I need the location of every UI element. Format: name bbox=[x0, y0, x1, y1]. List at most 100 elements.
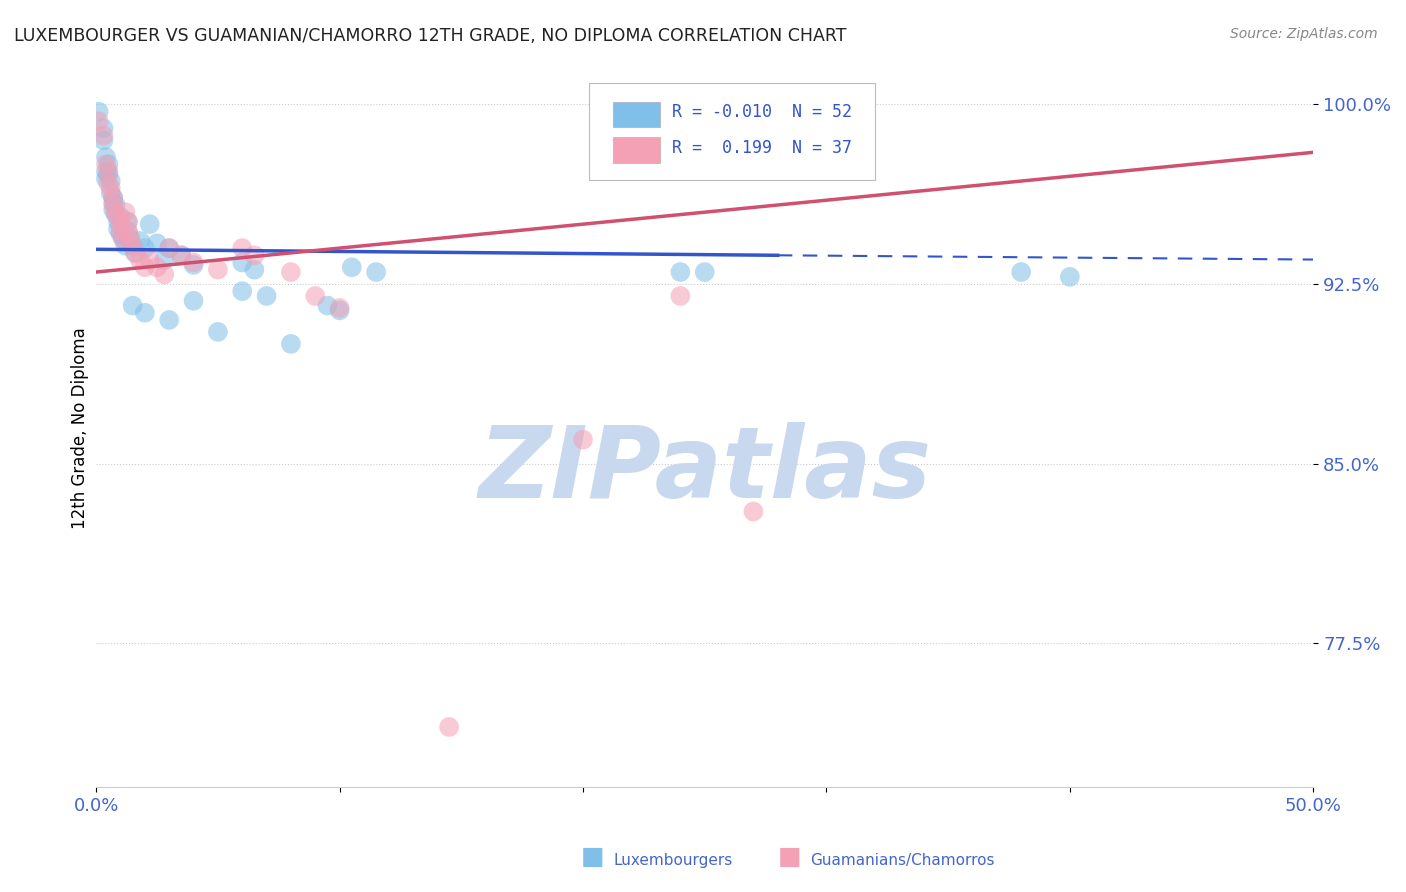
Point bbox=[153, 253, 176, 268]
Point bbox=[100, 186, 122, 200]
Point bbox=[87, 114, 110, 128]
Point bbox=[103, 202, 125, 217]
Point bbox=[280, 265, 302, 279]
Point bbox=[100, 181, 122, 195]
Point bbox=[256, 289, 278, 303]
Point bbox=[146, 236, 169, 251]
Point bbox=[97, 167, 120, 181]
Point bbox=[157, 241, 180, 255]
Point bbox=[121, 238, 143, 252]
Point bbox=[121, 238, 143, 252]
Point bbox=[572, 433, 595, 447]
Point bbox=[94, 150, 117, 164]
Point bbox=[103, 191, 125, 205]
Point bbox=[117, 215, 139, 229]
Point bbox=[170, 248, 193, 262]
Point bbox=[110, 210, 132, 224]
Point bbox=[93, 128, 115, 143]
Point bbox=[103, 195, 125, 210]
Point bbox=[231, 255, 253, 269]
Point bbox=[170, 248, 193, 262]
Text: Source: ZipAtlas.com: Source: ZipAtlas.com bbox=[1230, 27, 1378, 41]
Y-axis label: 12th Grade, No Diploma: 12th Grade, No Diploma bbox=[72, 326, 89, 529]
FancyBboxPatch shape bbox=[613, 102, 659, 128]
Point bbox=[138, 217, 160, 231]
Point bbox=[134, 306, 156, 320]
Text: ■: ■ bbox=[581, 845, 605, 869]
Point bbox=[110, 217, 132, 231]
Point bbox=[107, 222, 129, 236]
Text: Luxembourgers: Luxembourgers bbox=[613, 854, 733, 868]
Point bbox=[329, 301, 352, 315]
Text: Guamanians/Chamorros: Guamanians/Chamorros bbox=[810, 854, 994, 868]
Point bbox=[157, 313, 180, 327]
Point bbox=[231, 241, 253, 255]
Point bbox=[207, 262, 229, 277]
Point bbox=[124, 246, 146, 260]
Point bbox=[693, 265, 716, 279]
Point bbox=[329, 303, 352, 318]
Point bbox=[183, 255, 205, 269]
Point bbox=[243, 248, 266, 262]
Point bbox=[87, 104, 110, 119]
Point bbox=[107, 210, 129, 224]
Point bbox=[669, 289, 692, 303]
Point bbox=[304, 289, 326, 303]
Point bbox=[120, 231, 142, 245]
Point bbox=[97, 177, 120, 191]
Point bbox=[104, 208, 127, 222]
Point bbox=[94, 171, 117, 186]
Text: R =  0.199  N = 37: R = 0.199 N = 37 bbox=[672, 138, 852, 156]
Point bbox=[93, 121, 115, 136]
Point bbox=[107, 215, 129, 229]
Point bbox=[97, 164, 120, 178]
Point bbox=[103, 191, 125, 205]
Point bbox=[100, 174, 122, 188]
Point bbox=[340, 260, 363, 275]
Point bbox=[97, 157, 120, 171]
Point bbox=[157, 241, 180, 255]
Point bbox=[316, 299, 339, 313]
Text: LUXEMBOURGER VS GUAMANIAN/CHAMORRO 12TH GRADE, NO DIPLOMA CORRELATION CHART: LUXEMBOURGER VS GUAMANIAN/CHAMORRO 12TH … bbox=[14, 27, 846, 45]
Text: R = -0.010  N = 52: R = -0.010 N = 52 bbox=[672, 103, 852, 120]
Point bbox=[94, 157, 117, 171]
Point bbox=[231, 284, 253, 298]
Point bbox=[207, 325, 229, 339]
Point bbox=[134, 241, 156, 255]
Point bbox=[366, 265, 388, 279]
Point bbox=[437, 720, 460, 734]
Point bbox=[93, 133, 115, 147]
FancyBboxPatch shape bbox=[613, 137, 659, 163]
Point bbox=[134, 260, 156, 275]
Point bbox=[111, 231, 134, 245]
Point bbox=[120, 231, 142, 245]
Point bbox=[129, 234, 152, 248]
Point bbox=[121, 299, 143, 313]
Point bbox=[117, 224, 139, 238]
Point bbox=[110, 224, 132, 238]
Point bbox=[669, 265, 692, 279]
Point bbox=[138, 253, 160, 268]
Point bbox=[111, 231, 134, 245]
Point bbox=[94, 164, 117, 178]
Point bbox=[243, 262, 266, 277]
Point bbox=[124, 246, 146, 260]
Point bbox=[183, 293, 205, 308]
Point bbox=[114, 205, 136, 219]
Point bbox=[1059, 269, 1081, 284]
Point bbox=[742, 504, 765, 518]
Point bbox=[146, 260, 169, 275]
Point bbox=[153, 268, 176, 282]
Point bbox=[117, 215, 139, 229]
Point bbox=[103, 198, 125, 212]
FancyBboxPatch shape bbox=[589, 83, 875, 180]
Point bbox=[183, 258, 205, 272]
Point bbox=[1010, 265, 1032, 279]
Point bbox=[104, 198, 127, 212]
Text: ZIPatlas: ZIPatlas bbox=[478, 422, 931, 519]
Point bbox=[114, 238, 136, 252]
Point bbox=[110, 227, 132, 241]
Point bbox=[104, 205, 127, 219]
Point bbox=[129, 253, 152, 268]
Text: ■: ■ bbox=[778, 845, 801, 869]
